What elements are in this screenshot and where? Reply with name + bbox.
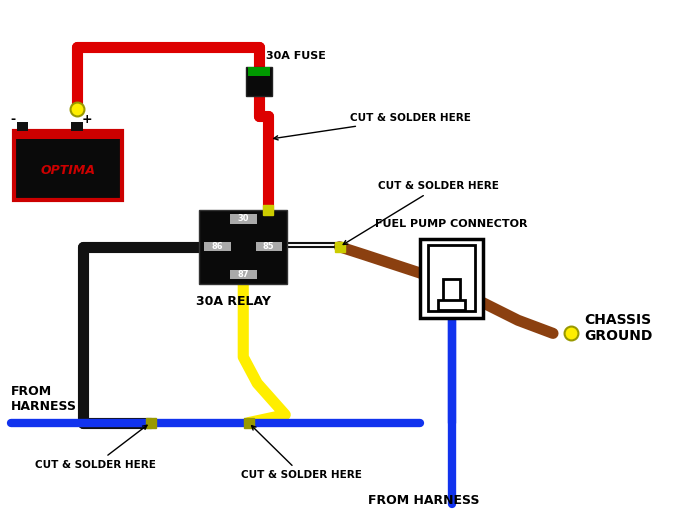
Text: CUT & SOLDER HERE: CUT & SOLDER HERE: [343, 181, 499, 245]
FancyBboxPatch shape: [428, 245, 475, 311]
Text: CUT & SOLDER HERE: CUT & SOLDER HERE: [241, 426, 363, 480]
Text: CUT & SOLDER HERE: CUT & SOLDER HERE: [35, 425, 156, 470]
Text: 87: 87: [237, 270, 249, 279]
FancyBboxPatch shape: [230, 270, 256, 279]
Text: -: -: [10, 113, 15, 126]
FancyBboxPatch shape: [438, 300, 465, 310]
Text: 30A FUSE: 30A FUSE: [266, 50, 326, 61]
FancyBboxPatch shape: [71, 122, 83, 131]
FancyBboxPatch shape: [199, 210, 287, 284]
Text: CUT & SOLDER HERE: CUT & SOLDER HERE: [274, 113, 471, 140]
Text: OPTIMA: OPTIMA: [41, 164, 96, 177]
Text: 85: 85: [263, 242, 274, 251]
FancyBboxPatch shape: [14, 131, 122, 200]
Text: +: +: [81, 113, 92, 126]
FancyBboxPatch shape: [204, 242, 231, 251]
FancyBboxPatch shape: [246, 67, 272, 96]
Text: 30: 30: [237, 214, 249, 224]
Text: FUEL PUMP CONNECTOR: FUEL PUMP CONNECTOR: [375, 219, 528, 229]
FancyBboxPatch shape: [256, 242, 282, 251]
FancyBboxPatch shape: [420, 239, 483, 318]
Text: CHASSIS
GROUND: CHASSIS GROUND: [584, 313, 653, 343]
Text: 86: 86: [212, 242, 223, 251]
Text: FROM HARNESS: FROM HARNESS: [368, 494, 480, 507]
FancyBboxPatch shape: [14, 131, 122, 139]
FancyBboxPatch shape: [248, 67, 270, 77]
FancyBboxPatch shape: [443, 279, 461, 302]
FancyBboxPatch shape: [17, 122, 28, 131]
FancyBboxPatch shape: [230, 214, 256, 224]
Text: FROM
HARNESS: FROM HARNESS: [10, 385, 76, 413]
Text: 30A RELAY: 30A RELAY: [196, 296, 271, 308]
